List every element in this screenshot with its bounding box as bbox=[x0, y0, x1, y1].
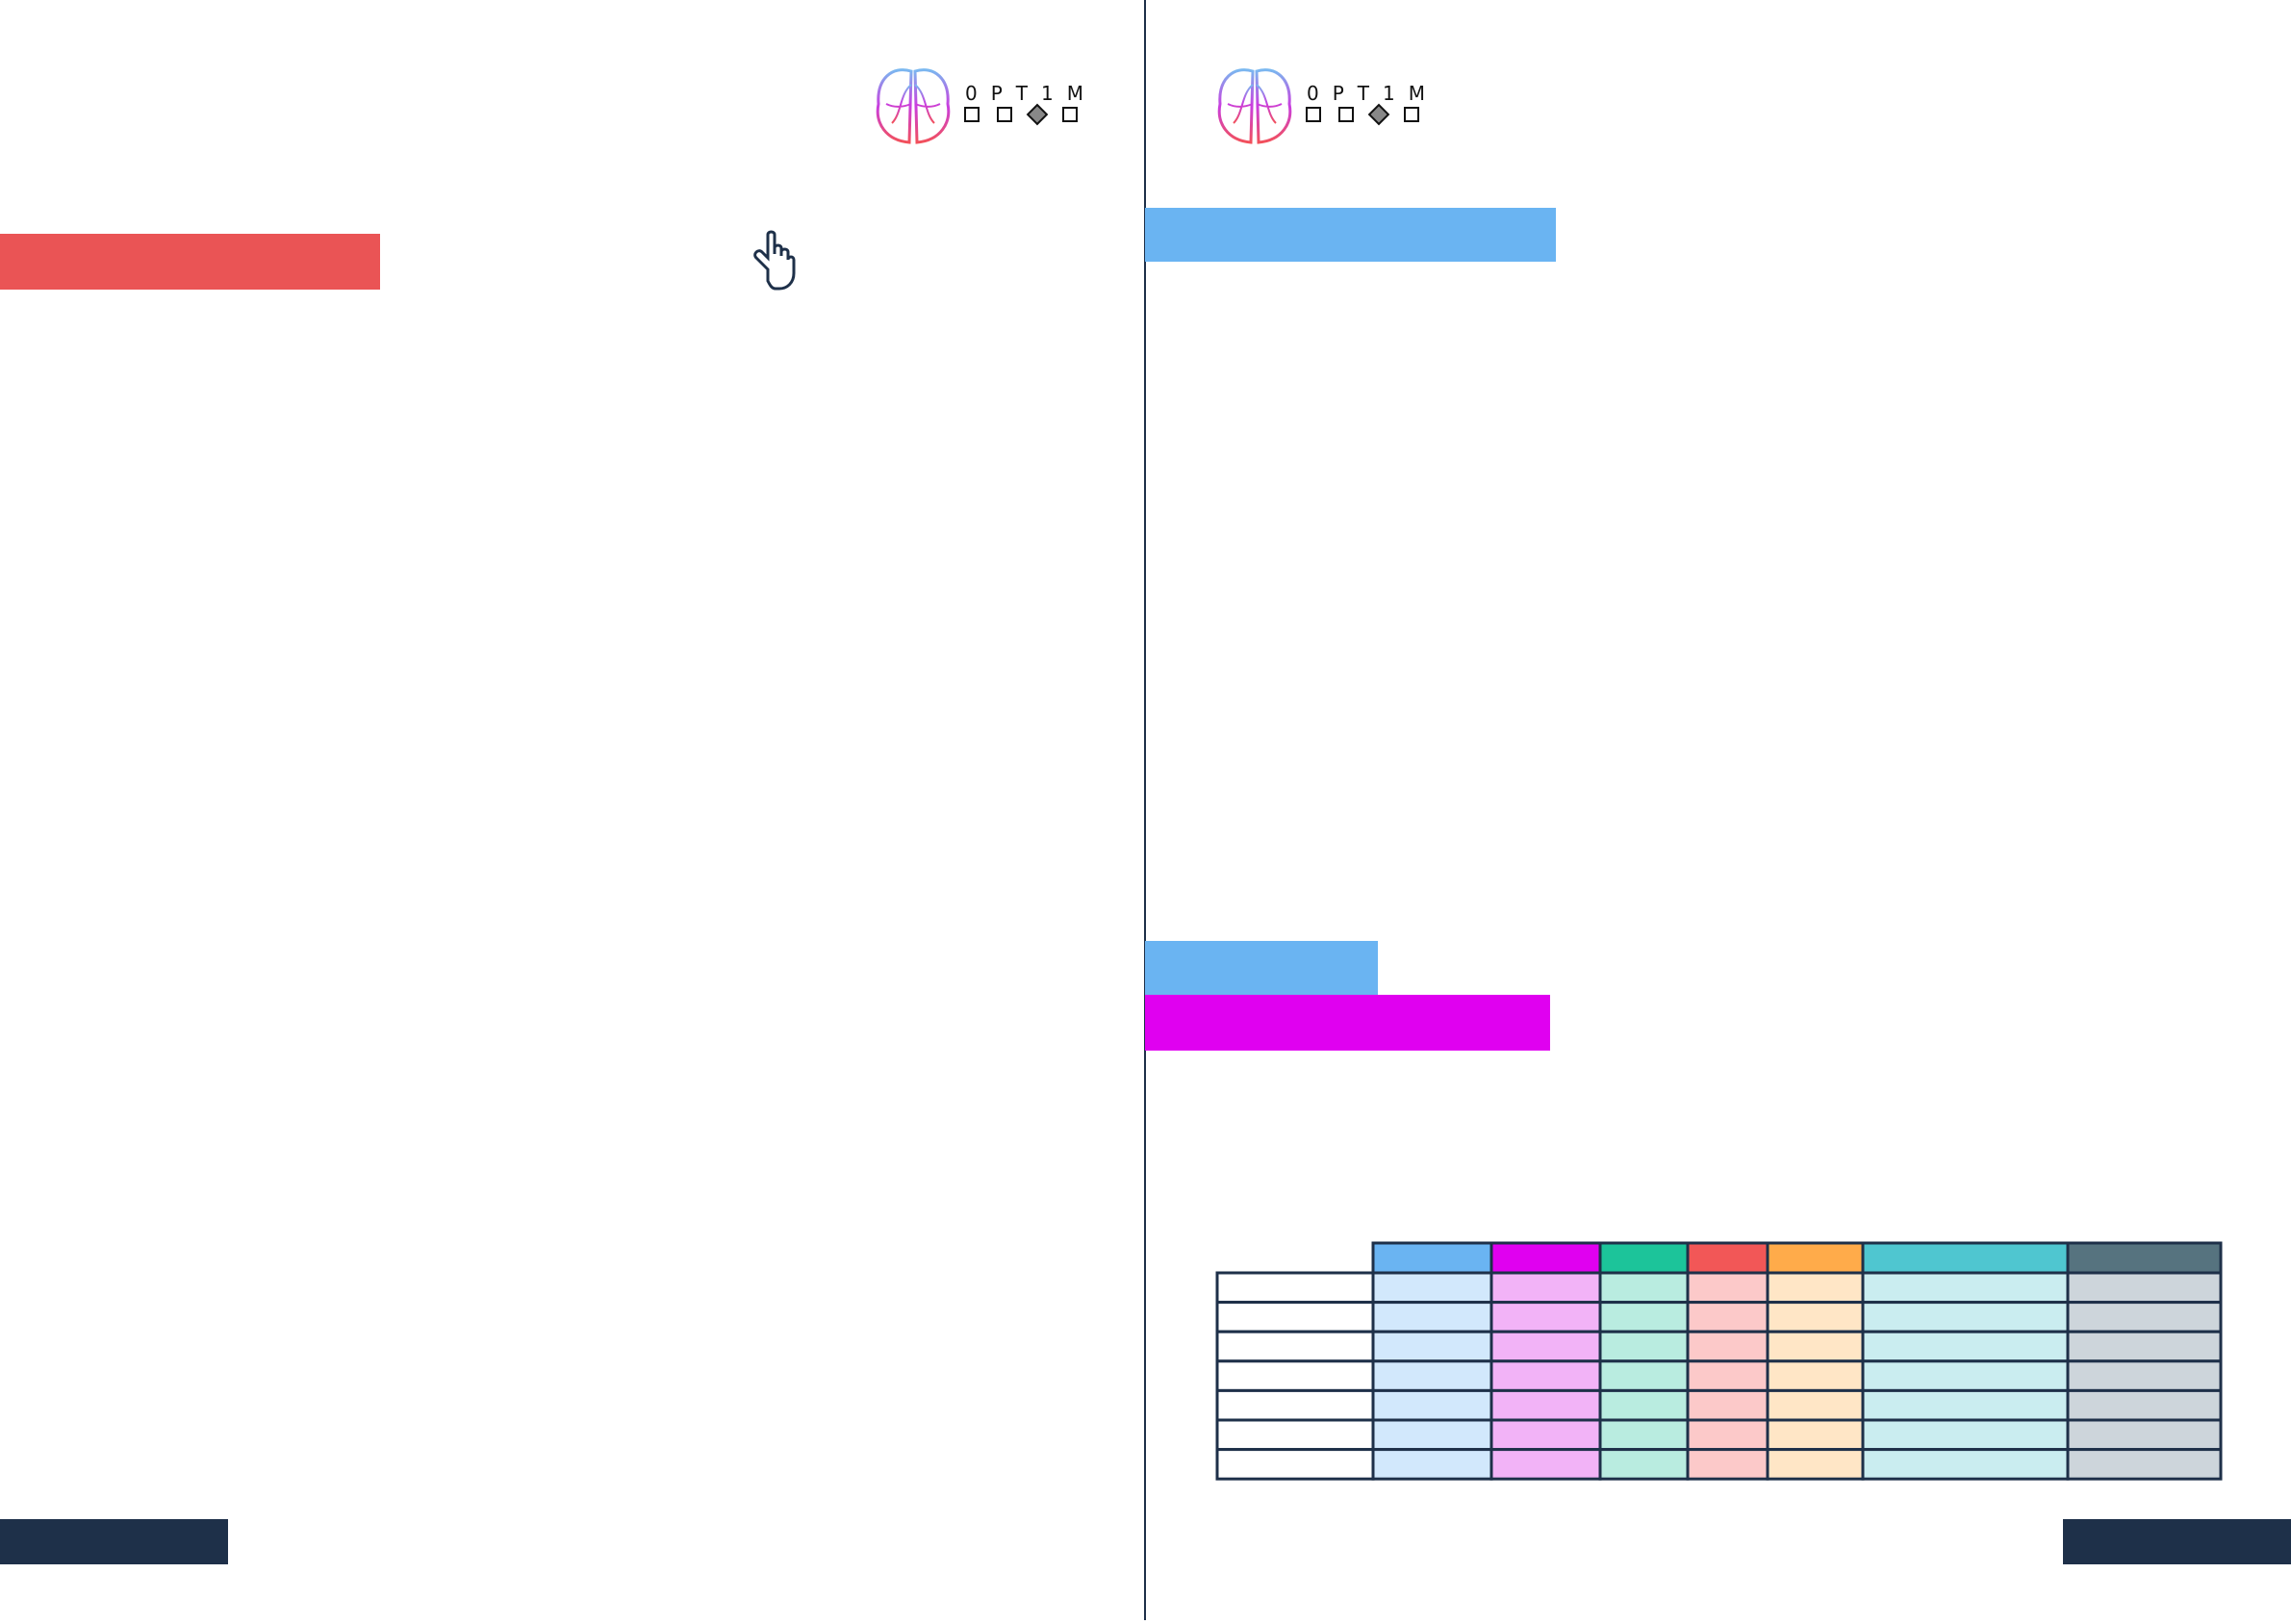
table-cell bbox=[2066, 1301, 2223, 1333]
logo-text: 0PT1M bbox=[965, 82, 1097, 105]
table-cell bbox=[1861, 1448, 2070, 1481]
logo-brain bbox=[1217, 68, 1255, 144]
table-cell bbox=[1598, 1388, 1690, 1422]
table-cell bbox=[1489, 1359, 1602, 1392]
table-cell bbox=[1766, 1271, 1865, 1305]
table-cell bbox=[1686, 1301, 1769, 1333]
logo: 0PT1M bbox=[876, 68, 1097, 144]
table-cell bbox=[1371, 1418, 1493, 1452]
table-cell bbox=[1861, 1301, 2070, 1333]
table-cell bbox=[1215, 1301, 1375, 1333]
table-cell bbox=[1686, 1448, 1769, 1481]
table-cell bbox=[1371, 1241, 1493, 1275]
logo-brain bbox=[876, 68, 913, 144]
logo-glyphs bbox=[1306, 103, 1419, 126]
table-cell bbox=[1766, 1301, 1865, 1333]
table-cell bbox=[1489, 1271, 1602, 1305]
table bbox=[1215, 1241, 2223, 1481]
table-cell bbox=[1766, 1241, 1865, 1275]
table-cell bbox=[1489, 1448, 1602, 1481]
table-cell bbox=[2066, 1418, 2223, 1452]
table-cell bbox=[1371, 1301, 1493, 1333]
table-cell bbox=[1215, 1359, 1375, 1392]
table-cell bbox=[2066, 1241, 2223, 1275]
table-cell bbox=[2066, 1359, 2223, 1392]
table-cell bbox=[1215, 1418, 1375, 1452]
table-cell bbox=[1598, 1448, 1690, 1481]
table-cell bbox=[1598, 1241, 1690, 1275]
section-bar bbox=[1145, 941, 1378, 995]
table-cell bbox=[1861, 1388, 2070, 1422]
logo-brain bbox=[913, 68, 951, 144]
table-cell bbox=[1215, 1388, 1375, 1422]
table-cell bbox=[1766, 1448, 1865, 1481]
table-cell bbox=[1861, 1271, 2070, 1305]
logo-glyphs bbox=[964, 103, 1078, 126]
table-cell bbox=[1371, 1330, 1493, 1363]
table-cell bbox=[1686, 1271, 1769, 1305]
logo-brain bbox=[1227, 84, 1283, 124]
table-cell bbox=[1371, 1359, 1493, 1392]
footer-bar bbox=[0, 1519, 228, 1564]
table-cell bbox=[1489, 1330, 1602, 1363]
logo-brain bbox=[1255, 68, 1292, 144]
logo-text: 0PT1M bbox=[1307, 82, 1438, 105]
table-cell bbox=[1686, 1388, 1769, 1422]
section-bar bbox=[0, 234, 380, 290]
table-cell bbox=[1766, 1388, 1865, 1422]
table-cell bbox=[1371, 1448, 1493, 1481]
table-cell bbox=[1766, 1418, 1865, 1452]
section-bar bbox=[1145, 995, 1550, 1051]
table-cell bbox=[1686, 1418, 1769, 1452]
table-cell bbox=[1489, 1241, 1602, 1275]
table-cell bbox=[1215, 1271, 1375, 1305]
table-cell bbox=[1598, 1301, 1690, 1333]
table-cell bbox=[1215, 1330, 1375, 1363]
table-cell bbox=[1489, 1301, 1602, 1333]
table-cell bbox=[2066, 1271, 2223, 1305]
table-cell bbox=[1598, 1271, 1690, 1305]
pointer-icon bbox=[753, 230, 796, 291]
table-cell bbox=[1489, 1388, 1602, 1422]
table-cell bbox=[1686, 1241, 1769, 1275]
table-cell bbox=[1766, 1330, 1865, 1363]
table-cell bbox=[1371, 1271, 1493, 1305]
table-cell bbox=[1861, 1241, 2070, 1275]
table-cell bbox=[1861, 1418, 2070, 1452]
table-cell bbox=[2066, 1388, 2223, 1422]
table-cell bbox=[1686, 1330, 1769, 1363]
logo: 0PT1M bbox=[1217, 68, 1438, 144]
section-bar bbox=[1145, 208, 1556, 262]
table-cell bbox=[1598, 1359, 1690, 1392]
table-cell bbox=[1766, 1359, 1865, 1392]
table-cell bbox=[2066, 1330, 2223, 1363]
table-cell bbox=[1215, 1448, 1375, 1481]
footer-bar bbox=[2063, 1519, 2291, 1564]
table-cell bbox=[1489, 1418, 1602, 1452]
table-cell bbox=[1861, 1330, 2070, 1363]
logo-brain bbox=[885, 84, 941, 124]
table-cell bbox=[1598, 1418, 1690, 1452]
table-cell bbox=[1371, 1388, 1493, 1422]
table-cell bbox=[1598, 1330, 1690, 1363]
table-cell bbox=[2066, 1448, 2223, 1481]
table-cell bbox=[1686, 1359, 1769, 1392]
table-cell bbox=[1861, 1359, 2070, 1392]
